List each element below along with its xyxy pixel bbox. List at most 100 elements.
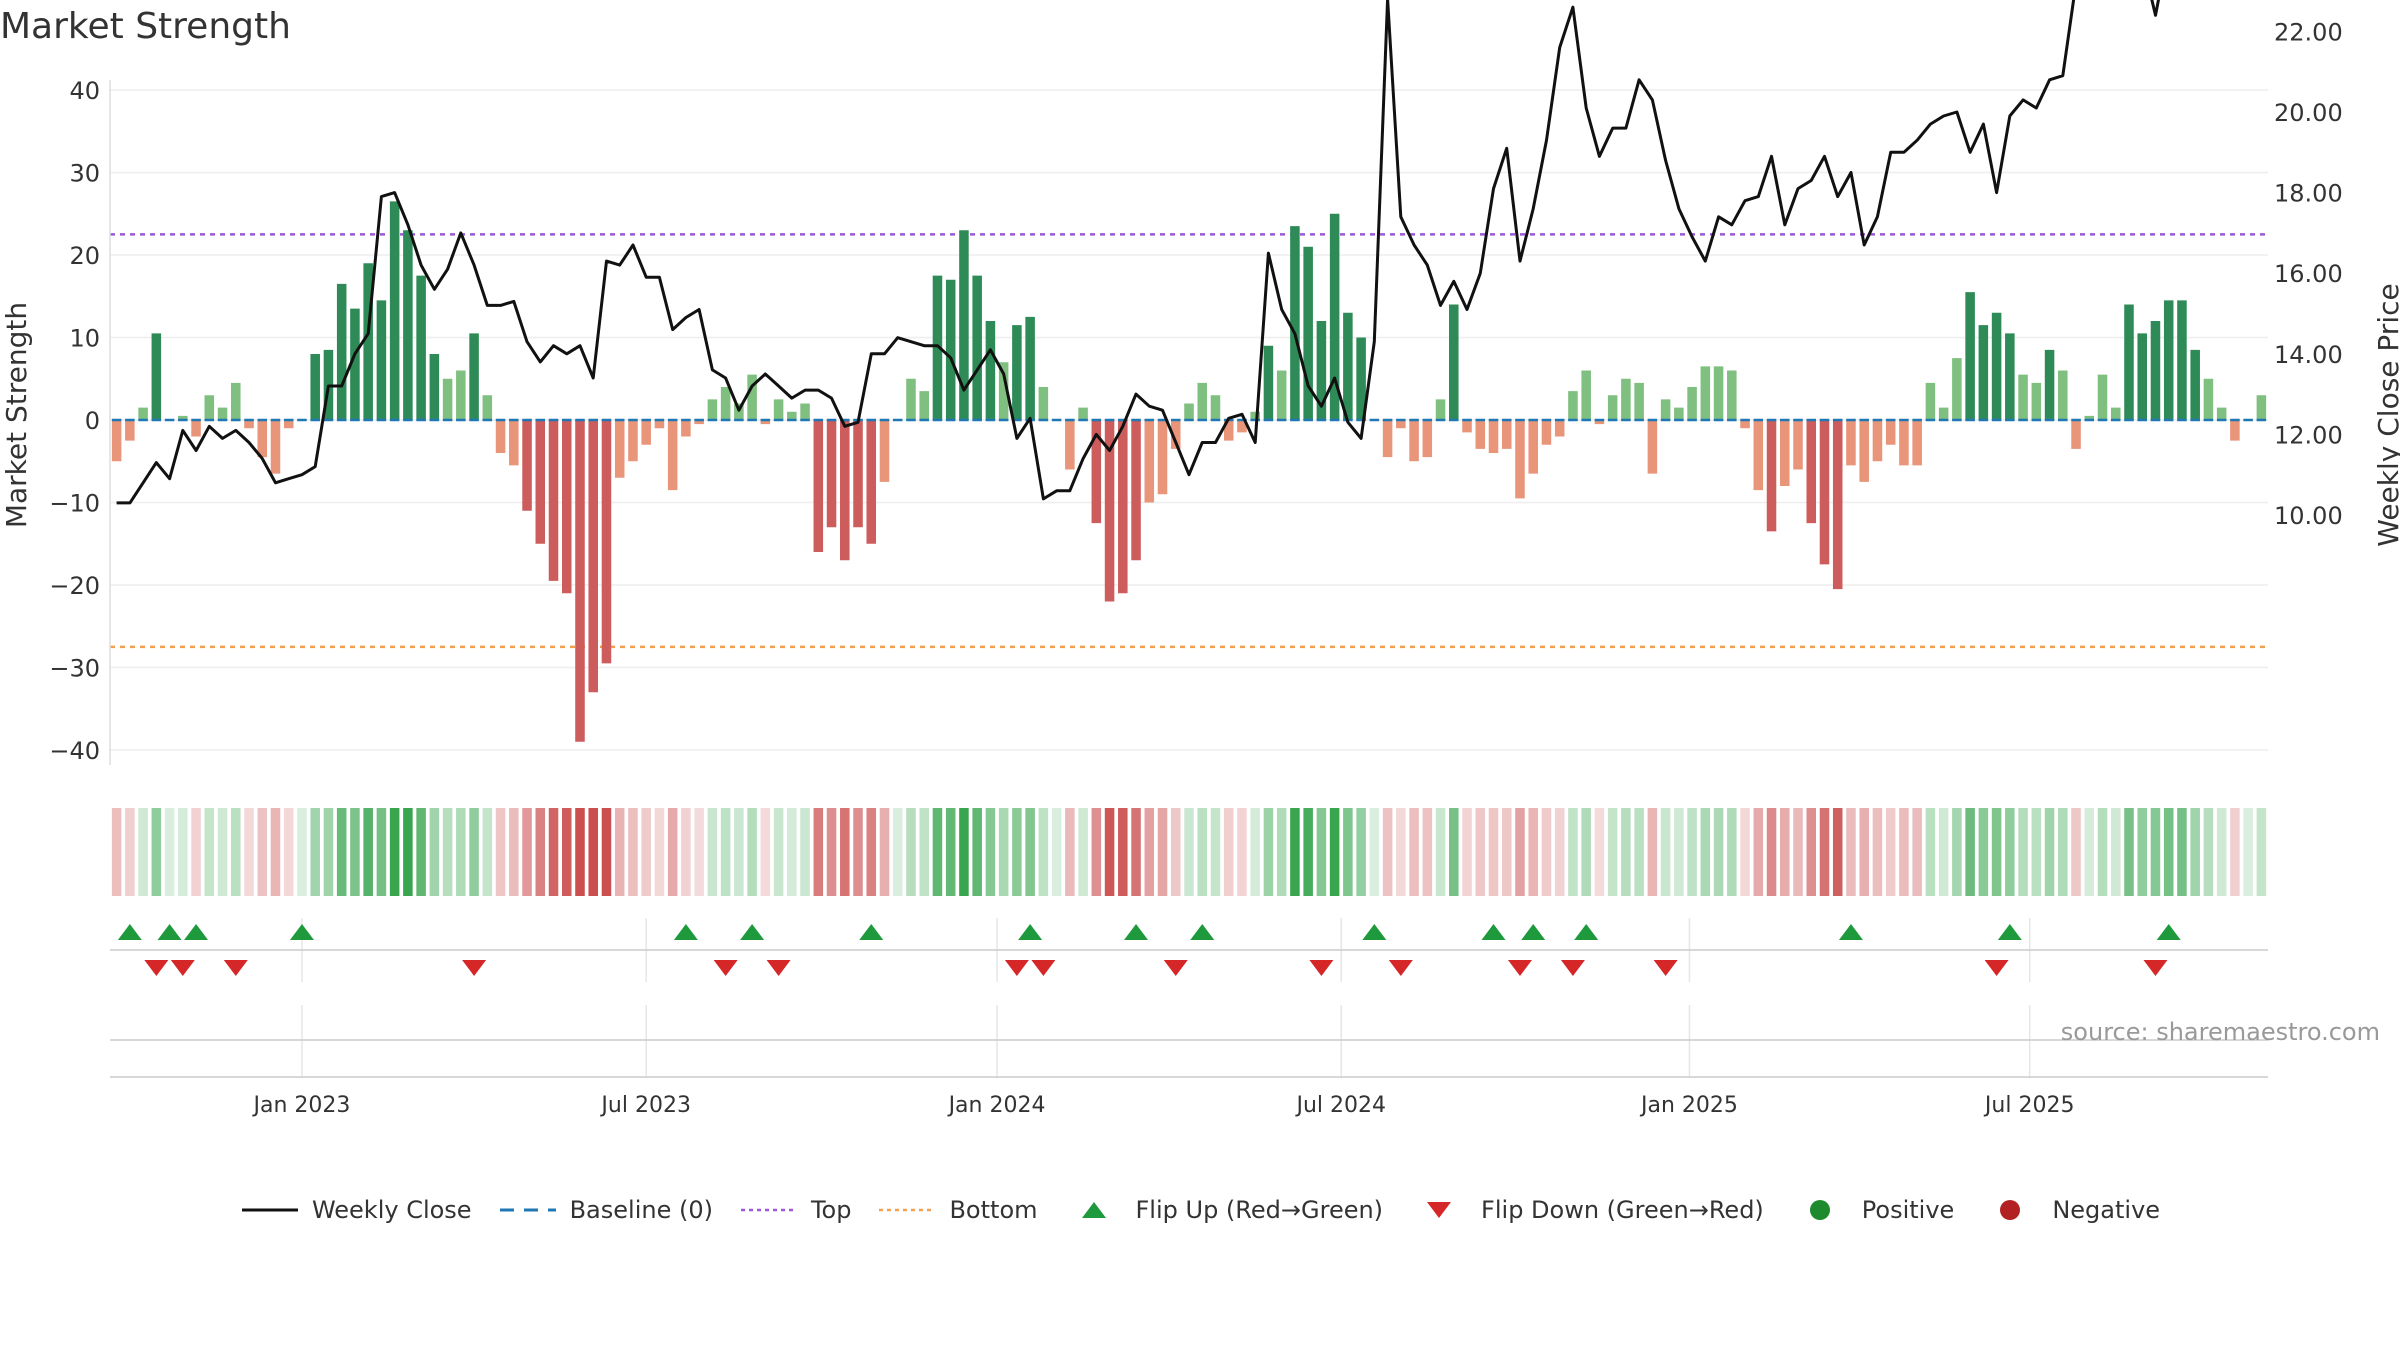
strength-bar xyxy=(389,201,400,420)
heat-band-cell xyxy=(1793,808,1803,896)
y-left-tick-label: 40 xyxy=(69,77,100,105)
flip-down-marker xyxy=(1004,960,1029,976)
strength-bar xyxy=(866,420,877,544)
heat-band-cell xyxy=(1899,808,1909,896)
strength-bar xyxy=(204,395,215,420)
legend-label: Baseline (0) xyxy=(569,1196,713,1224)
heat-band-cell xyxy=(2190,808,2200,896)
y-left-tick-label: 10 xyxy=(69,325,100,353)
heat-band-cell xyxy=(787,808,797,896)
strength-bar xyxy=(1501,420,1512,449)
heat-band-cell xyxy=(1157,808,1168,896)
strength-bar xyxy=(2150,321,2161,420)
legend-symbol-dot xyxy=(879,1208,936,1212)
strength-bars xyxy=(111,201,2267,742)
flip-up-marker xyxy=(1124,924,1149,940)
heat-band-cell xyxy=(734,808,744,896)
strength-bar xyxy=(1700,366,1711,420)
x-tick-label: Jan 2025 xyxy=(1639,1093,1738,1118)
axes: 403020100−10−20−30−4026.0024.0022.0020.0… xyxy=(49,18,2343,1118)
heat-band-cell xyxy=(2018,808,2028,896)
strength-bar xyxy=(720,387,731,420)
heat-band-cell xyxy=(641,808,651,896)
heat-band-cell xyxy=(257,808,268,896)
heat-band-cell xyxy=(826,808,837,896)
strength-bar xyxy=(1197,382,1208,420)
strength-bar xyxy=(813,420,824,552)
heat-band-cell xyxy=(866,808,877,896)
heat-band-cell xyxy=(1713,808,1724,896)
heat-band-cell xyxy=(694,808,704,896)
strength-bar xyxy=(694,420,704,425)
strength-bar xyxy=(1819,420,1830,565)
heat-band-cell xyxy=(972,808,982,896)
flip-down-marker xyxy=(144,960,169,976)
strength-bar xyxy=(191,420,201,437)
y-right-tick-label: 18.00 xyxy=(2274,180,2343,208)
heat-band-cell xyxy=(1912,808,1922,896)
legend-label: Flip Down (Green→Red) xyxy=(1481,1196,1764,1224)
heat-band-cell xyxy=(1170,808,1181,896)
heat-band-cell xyxy=(125,808,135,896)
strength-bar xyxy=(1674,407,1684,420)
strength-bar xyxy=(1912,420,1922,466)
heat-band-cell xyxy=(720,808,731,896)
heat-band-cell xyxy=(2110,808,2121,896)
strength-bar xyxy=(2005,333,2015,420)
strength-bar xyxy=(1118,420,1128,594)
strength-bar xyxy=(1303,246,1313,420)
heat-band-cell xyxy=(178,808,188,896)
strength-bar xyxy=(1554,420,1565,437)
strength-bar xyxy=(773,399,784,420)
heat-band-cell xyxy=(495,808,506,896)
heat-band-cell xyxy=(1515,808,1525,896)
heat-band-cell xyxy=(1223,808,1234,896)
strength-bar xyxy=(1488,420,1499,453)
heat-band-cell xyxy=(2177,808,2187,896)
flip-down-marker xyxy=(1388,960,1413,976)
heat-band-cell xyxy=(403,808,413,896)
strength-bar xyxy=(2084,415,2095,420)
strength-bar xyxy=(2124,304,2134,420)
strength-bar xyxy=(1104,420,1115,602)
heat-band-cell xyxy=(1316,808,1327,896)
heat-band-cell xyxy=(416,808,426,896)
legend-item: Baseline (0) xyxy=(498,1196,713,1224)
flip-up-marker xyxy=(1481,924,1506,940)
strength-bar xyxy=(945,279,956,420)
heat-band-cell xyxy=(1263,808,1274,896)
strength-bar xyxy=(522,420,532,511)
strength-bar xyxy=(1660,399,1671,420)
strength-bar xyxy=(1952,358,1962,420)
strength-bar xyxy=(1594,420,1605,425)
flip-down-marker xyxy=(223,960,248,976)
flip-down-marker xyxy=(170,960,195,976)
heat-band-cell xyxy=(654,808,665,896)
y-left-tick-label: 0 xyxy=(85,407,100,435)
heat-band-cell xyxy=(1674,808,1684,896)
strength-bar xyxy=(906,378,916,420)
heat-band-cell xyxy=(1197,808,1208,896)
strength-bar xyxy=(2097,374,2108,420)
legend-item: Positive xyxy=(1790,1196,1954,1224)
flip-up-marker xyxy=(1574,924,1599,940)
strength-bar xyxy=(1409,420,1419,462)
flip-up-marker xyxy=(2156,924,2181,940)
heat-band-cell xyxy=(1184,808,1194,896)
heat-band-cell xyxy=(879,808,890,896)
flip-down-marker xyxy=(1309,960,1334,976)
heat-band-cell xyxy=(138,808,148,896)
heat-band-cell xyxy=(363,808,373,896)
strength-bar xyxy=(1382,420,1393,458)
heat-band-cell xyxy=(1131,808,1141,896)
strength-bar xyxy=(1276,370,1287,420)
flip-up-marker xyxy=(1838,924,1863,940)
legend-item: Bottom xyxy=(877,1196,1038,1224)
x-tick-label: Jul 2025 xyxy=(1983,1093,2075,1118)
heat-band-cell xyxy=(1607,808,1618,896)
heat-band-cell xyxy=(1051,808,1062,896)
heat-band-cell xyxy=(1634,808,1644,896)
strength-bar xyxy=(747,374,757,420)
heat-band-cell xyxy=(283,808,294,896)
heat-band-cell xyxy=(747,808,757,896)
